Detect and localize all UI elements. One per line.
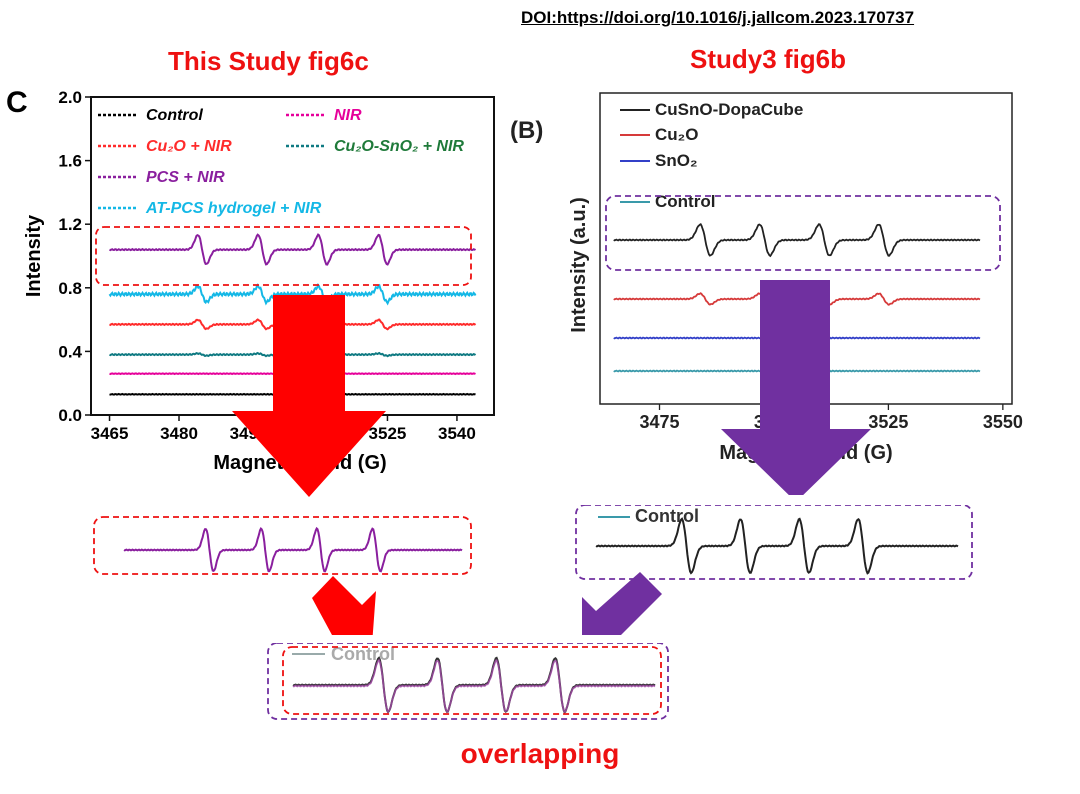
title-left: This Study fig6c <box>168 46 369 76</box>
legend-label: AT-PCS hydrogel + NIR <box>145 200 322 217</box>
x-tick-label: 3525 <box>868 412 908 432</box>
y-tick-label: 0.4 <box>58 342 82 361</box>
y-axis-label-left: Intensity <box>23 214 45 297</box>
legend-label: CuSnO-DopaCube <box>655 100 803 119</box>
overlay-clip <box>270 635 666 643</box>
legend-label: Cu₂O <box>655 125 698 144</box>
title-right: Study3 fig6b <box>690 44 847 74</box>
caption-overlapping: overlapping <box>460 738 620 769</box>
legend-label: Cu₂O + NIR <box>146 138 232 155</box>
y-tick-label: 2.0 <box>58 88 82 107</box>
legend-label: Control <box>146 107 203 124</box>
crop-left-trace <box>123 526 463 573</box>
series-line-5 <box>109 233 477 266</box>
legend-label: SnO₂ <box>655 151 698 170</box>
x-tick-label: 3465 <box>91 424 129 443</box>
crop-right-clip <box>578 495 970 505</box>
doi-link[interactable]: DOI:https://doi.org/10.1016/j.jallcom.20… <box>521 8 915 27</box>
panel-label-c: C <box>6 86 28 119</box>
series-line-0 <box>613 222 981 258</box>
y-tick-label: 1.6 <box>58 152 82 171</box>
crop-right-legend-text: Control <box>635 506 699 526</box>
crop-right-trace <box>595 517 959 575</box>
panel-label-b: (B) <box>510 117 543 144</box>
x-tick-label: 3475 <box>639 412 679 432</box>
legend-label: Cu₂O-SnO₂ + NIR <box>334 138 464 155</box>
arrow-diag-red <box>312 576 376 649</box>
legend-label: PCS + NIR <box>146 169 225 186</box>
crop-box-right <box>575 504 973 580</box>
arrow-diag-purple <box>582 572 662 650</box>
overlay-box-red <box>282 646 662 715</box>
legend-label: NIR <box>334 107 362 124</box>
arrow-down-purple <box>721 280 871 502</box>
crop-box-left <box>93 516 472 575</box>
y-tick-label: 0.0 <box>58 406 82 425</box>
legend-label: Control <box>655 192 715 211</box>
arrow-down-red <box>232 295 386 497</box>
x-tick-label: 3480 <box>160 424 198 443</box>
y-tick-label: 1.2 <box>58 215 82 234</box>
x-tick-label: 3525 <box>369 424 407 443</box>
x-tick-label: 3550 <box>983 412 1023 432</box>
x-tick-label: 3540 <box>438 424 476 443</box>
overlay-box-purple <box>267 642 669 720</box>
overlay-trace-left <box>292 658 656 714</box>
highlight-box-left <box>95 226 472 286</box>
y-tick-label: 0.8 <box>58 279 82 298</box>
y-axis-label-right: Intensity (a.u.) <box>568 197 590 333</box>
